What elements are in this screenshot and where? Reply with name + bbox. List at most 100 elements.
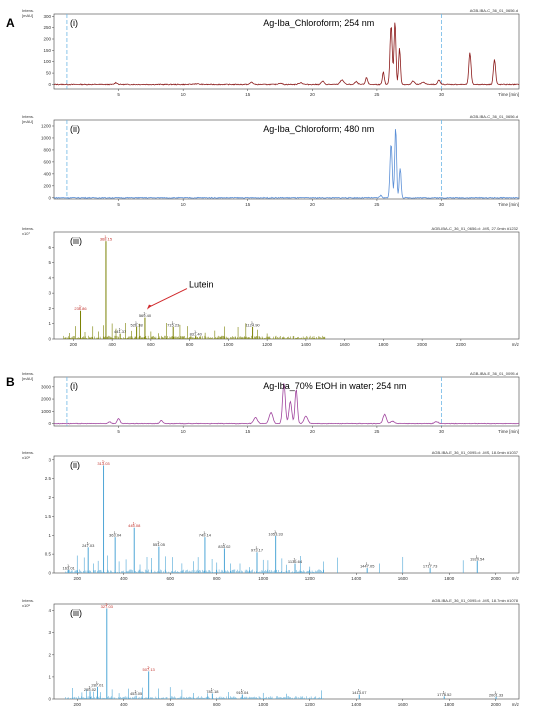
- peak-label: 833.02: [218, 544, 231, 549]
- x-axis-label: Time [min]: [498, 92, 519, 97]
- y-tick-label: 0.5: [45, 552, 52, 557]
- mass-spectrum-b-ii: Intens. x10⁵ AGB-IBA-E_36_01_0095.d: -MS, …: [20, 446, 525, 591]
- y-tick-label: 50: [46, 71, 52, 76]
- y-axis-label: x10⁷: [22, 231, 30, 236]
- y-tick-label: 1000: [41, 135, 52, 140]
- x-tick-label: 20: [310, 429, 316, 434]
- peak-label: 445.08: [128, 523, 141, 528]
- y-tick-label: 200: [43, 37, 51, 42]
- y-tick-label: 600: [43, 159, 51, 164]
- y-tick-label: 1: [48, 321, 51, 326]
- peak-charge: 1-: [293, 558, 297, 562]
- y-tick-label: 0: [48, 421, 51, 426]
- panel-label: (i): [70, 381, 78, 391]
- x-tick-label: 30: [439, 202, 445, 207]
- y-tick-label: 3: [48, 630, 51, 635]
- y-axis-label: Intens.: [22, 371, 34, 376]
- x-tick-label: 30: [439, 429, 445, 434]
- x-tick-label: 200: [73, 576, 81, 581]
- peak-label: 715.23: [167, 322, 180, 327]
- peak-charge: 1-: [366, 562, 370, 566]
- peak-label: 1053.33: [268, 532, 283, 537]
- chromatogram-a-ii: Intens. [mAU] AGB-IBA-C_36_01_0656.d 0 200 40…: [20, 110, 525, 217]
- y-tick-label: 3000: [41, 384, 52, 389]
- peak-charge: 1-: [223, 542, 227, 546]
- peak-charge: 1-: [143, 312, 147, 316]
- y-tick-label: 2000: [41, 397, 52, 402]
- x-tick-label: 1600: [398, 702, 409, 707]
- x-tick-label: 600: [166, 576, 174, 581]
- chart-svg-b-i: Intens.[mAU] AGB-IBA-E_36_01_0095.d 0 1000 2…: [22, 371, 520, 434]
- x-tick-label: 5: [117, 202, 120, 207]
- y-tick-label: 5: [48, 260, 51, 265]
- x-tick-label: 1400: [301, 342, 312, 347]
- lutein-arrow: [147, 288, 188, 309]
- y-tick-label: 100: [43, 59, 51, 64]
- y-axis-label: Intens.: [22, 598, 34, 603]
- panel-label: (ii): [70, 124, 80, 134]
- x-tick-label: 800: [213, 576, 221, 581]
- y-tick-label: 250: [43, 25, 51, 30]
- x-tick-label: 600: [147, 342, 155, 347]
- peak-label: 781.18: [206, 689, 219, 694]
- peak-label: 2001.33: [489, 692, 504, 697]
- y-tick-label: 2: [48, 652, 51, 657]
- peak-charge: 1-: [105, 602, 109, 606]
- y-axis-label: [mAU]: [22, 119, 33, 124]
- x-tick-label: 10: [181, 429, 187, 434]
- x-axis-label: Time [min]: [498, 202, 519, 207]
- peak-charge: 1-: [88, 685, 92, 689]
- plot-frame: [53, 231, 520, 340]
- x-tick-label: 200: [70, 342, 78, 347]
- peak-label: 368.15: [100, 237, 113, 242]
- peak-label: 327.03: [101, 604, 114, 609]
- x-tick-label: 10: [181, 202, 187, 207]
- peak-charge: 1-: [429, 562, 433, 566]
- y-tick-label: 0: [48, 82, 51, 87]
- x-tick-label: 800: [186, 342, 194, 347]
- panel-label: (iii): [70, 608, 82, 618]
- peak-label: 569.40: [139, 313, 152, 318]
- y-tick-label: 1.5: [45, 514, 52, 519]
- peak-charge: 1-: [241, 689, 245, 693]
- y-tick-label: 400: [43, 171, 51, 176]
- y-tick-label: 0: [48, 195, 51, 200]
- file-label: AGB-IBA-E_36_01_0095.d: [470, 371, 518, 376]
- plot-frame: [53, 13, 520, 90]
- plot-frame: [53, 119, 520, 200]
- peak-label: 551.05: [153, 542, 166, 547]
- peak-charge: 1-: [133, 522, 137, 526]
- y-tick-label: 800: [43, 147, 51, 152]
- y-tick-label: 1: [48, 674, 51, 679]
- y-tick-label: 4: [48, 608, 51, 613]
- x-tick-label: 2000: [491, 702, 502, 707]
- y-tick-label: 6: [48, 245, 51, 250]
- peak-label: 1447.05: [360, 564, 375, 569]
- y-tick-label: 0: [48, 697, 51, 702]
- panel-label: (iii): [70, 236, 82, 246]
- x-axis-label: m/z: [512, 576, 520, 581]
- chart-svg-b-ii: Intens.x10⁵ AGB-IBA-E_36_01_0095.d: -MS, …: [22, 450, 520, 581]
- chromatogram-trace: [53, 22, 520, 86]
- x-tick-label: 15: [245, 202, 251, 207]
- x-tick-label: 25: [374, 202, 380, 207]
- y-tick-label: 3: [48, 457, 51, 462]
- peak-charge: 1-: [114, 531, 118, 535]
- x-tick-label: 1200: [262, 342, 273, 347]
- y-tick-label: 2: [48, 495, 51, 500]
- peak-charge: 1-: [494, 691, 498, 695]
- y-tick-label: 1200: [41, 123, 52, 128]
- peak-charge: 1-: [274, 530, 278, 534]
- x-tick-label: 1000: [258, 702, 269, 707]
- panel-label: (ii): [70, 460, 80, 470]
- peak-charge: 1-: [104, 235, 108, 239]
- peak-charge: 1-: [358, 689, 362, 693]
- peak-charge: 1-: [96, 681, 100, 685]
- peak-label: 163.01: [63, 565, 76, 570]
- x-tick-label: 1600: [398, 576, 409, 581]
- chromatogram-title: Ag-Iba_Chloroform; 254 nm: [263, 18, 374, 28]
- file-label: AGB-IBA-C_36_01_0656.d: [470, 114, 518, 119]
- x-tick-label: 200: [73, 702, 81, 707]
- plot-frame: [53, 455, 520, 574]
- peak-label: 1124.90: [245, 322, 260, 327]
